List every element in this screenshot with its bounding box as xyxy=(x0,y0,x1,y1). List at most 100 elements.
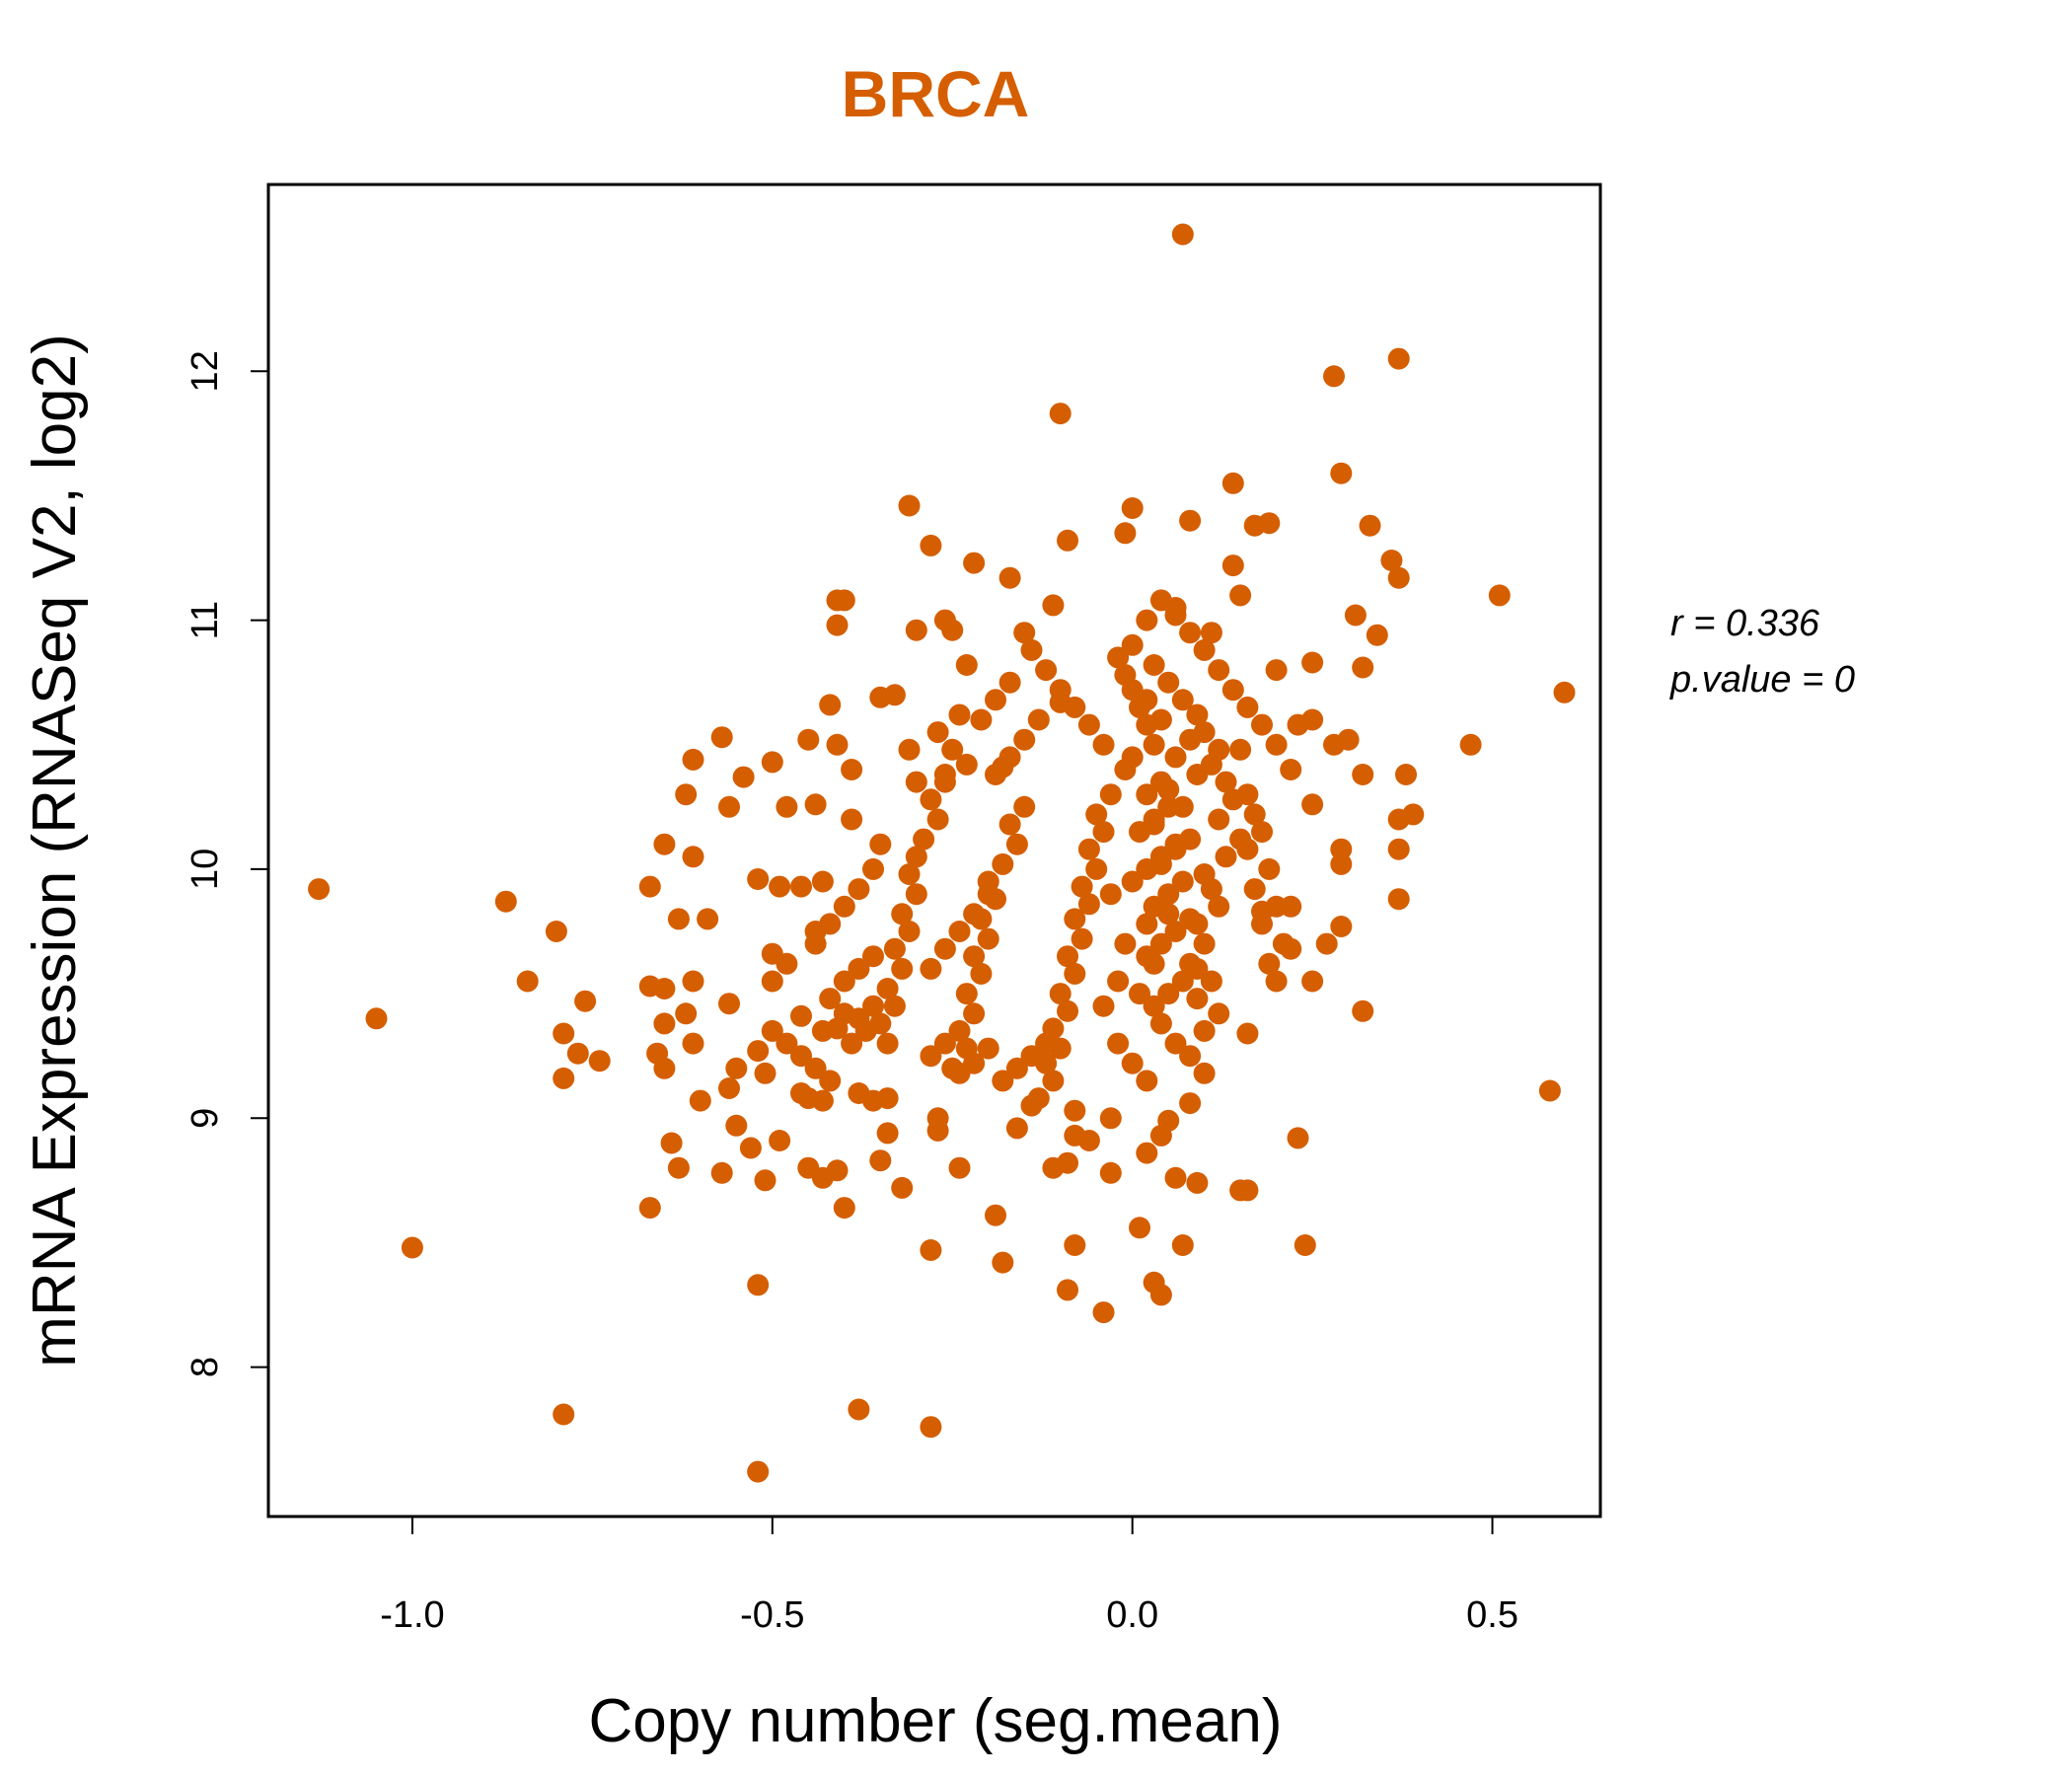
scatter-point xyxy=(1099,883,1122,906)
scatter-point xyxy=(826,614,849,636)
scatter-point xyxy=(1129,1217,1150,1239)
scatter-point xyxy=(1236,696,1259,718)
scatter-point xyxy=(948,1156,971,1179)
scatter-point xyxy=(494,890,517,913)
scatter-point xyxy=(1157,671,1180,694)
scatter-point xyxy=(883,995,906,1017)
scatter-point xyxy=(891,1176,914,1199)
scatter-point xyxy=(553,1403,575,1426)
scatter-point xyxy=(1179,1045,1202,1068)
scatter-point xyxy=(682,846,704,868)
scatter-point xyxy=(1121,870,1144,893)
scatter-point xyxy=(790,1045,812,1068)
plot-area-frame xyxy=(266,183,1602,1518)
scatter-point xyxy=(1179,509,1202,532)
scatter-point xyxy=(1077,713,1100,736)
scatter-point xyxy=(1258,952,1281,975)
scatter-point xyxy=(1005,1117,1028,1140)
scatter-point xyxy=(1171,970,1194,993)
scatter-point xyxy=(308,878,331,901)
scatter-point xyxy=(769,1130,791,1151)
scatter-point xyxy=(905,619,927,641)
scatter-point xyxy=(898,738,921,761)
scatter-point xyxy=(1179,952,1202,975)
scatter-point xyxy=(898,921,921,942)
scatter-point xyxy=(776,1032,798,1055)
x-tick-label: 0.5 xyxy=(1466,1594,1518,1636)
scatter-point xyxy=(1215,846,1237,868)
scatter-point xyxy=(1143,733,1165,756)
scatter-point xyxy=(977,883,999,906)
scatter-point xyxy=(1042,594,1065,617)
scatter-point xyxy=(689,1089,711,1112)
scatter-point xyxy=(1301,793,1324,816)
scatter-point xyxy=(566,1042,589,1065)
scatter-point xyxy=(963,552,986,574)
scatter-point xyxy=(1149,852,1172,875)
scatter-point xyxy=(833,895,855,918)
scatter-point xyxy=(1280,759,1302,780)
scatter-point xyxy=(725,1114,748,1137)
scatter-point xyxy=(1359,514,1381,537)
scatter-point xyxy=(905,771,927,793)
y-axis: 8 9 10 11 12 xyxy=(185,350,268,1377)
y-tick-label: 8 xyxy=(185,1357,226,1377)
scatter-point xyxy=(1114,522,1137,545)
scatter-point xyxy=(653,1012,676,1035)
scatter-point xyxy=(1121,1052,1144,1074)
scatter-point xyxy=(1020,638,1043,661)
scatter-point xyxy=(963,1052,986,1074)
scatter-point xyxy=(1193,1019,1216,1042)
scatter-point xyxy=(747,1274,770,1296)
scatter-point xyxy=(1301,970,1324,993)
scatter-point xyxy=(1330,916,1353,937)
y-tick-label: 11 xyxy=(185,601,226,639)
scatter-point xyxy=(1344,604,1367,627)
scatter-point xyxy=(1164,1166,1187,1189)
scatter-point xyxy=(1387,566,1410,589)
scatter-point xyxy=(920,788,942,811)
scatter-point xyxy=(1049,679,1072,702)
scatter-point xyxy=(769,875,791,898)
scatter-point xyxy=(761,970,783,993)
scatter-point xyxy=(516,970,539,993)
scatter-point xyxy=(1136,609,1158,631)
scatter-point xyxy=(1005,1057,1028,1079)
scatter-point xyxy=(1330,838,1353,860)
scatter-point xyxy=(1366,624,1388,646)
scatter-point xyxy=(970,708,993,731)
scatter-point xyxy=(891,957,914,980)
scatter-point xyxy=(926,721,949,744)
scatter-point xyxy=(920,534,942,556)
scatter-point xyxy=(1057,529,1078,552)
scatter-point xyxy=(933,1032,956,1055)
scatter-point xyxy=(1236,1022,1259,1045)
scatter-point xyxy=(1164,1032,1187,1055)
scatter-point xyxy=(747,1460,770,1483)
scatter-point xyxy=(653,978,676,999)
scatter-point xyxy=(1035,1032,1058,1055)
scatter-point xyxy=(826,1159,849,1182)
scatter-point xyxy=(1149,708,1172,731)
scatter-point xyxy=(1229,738,1252,761)
scatter-point xyxy=(985,1204,1006,1226)
scatter-point xyxy=(718,993,740,1015)
scatter-point xyxy=(1143,813,1165,836)
scatter-point xyxy=(553,1067,575,1089)
scatter-point xyxy=(401,1236,423,1259)
scatter-point xyxy=(913,828,935,851)
scatter-point xyxy=(1064,1099,1086,1122)
scatter-point xyxy=(1251,821,1273,844)
scatter-point xyxy=(948,921,971,942)
scatter-point xyxy=(883,937,906,960)
scatter-point xyxy=(1149,589,1172,612)
scatter-point xyxy=(819,988,842,1010)
scatter-point xyxy=(1323,733,1345,756)
scatter-point xyxy=(790,875,812,898)
scatter-point xyxy=(1301,651,1324,674)
scatter-point xyxy=(1121,497,1144,519)
scatter-point xyxy=(992,1070,1014,1092)
scatter-point xyxy=(1488,584,1511,607)
scatter-point xyxy=(1013,795,1036,818)
scatter-point xyxy=(1136,689,1158,711)
